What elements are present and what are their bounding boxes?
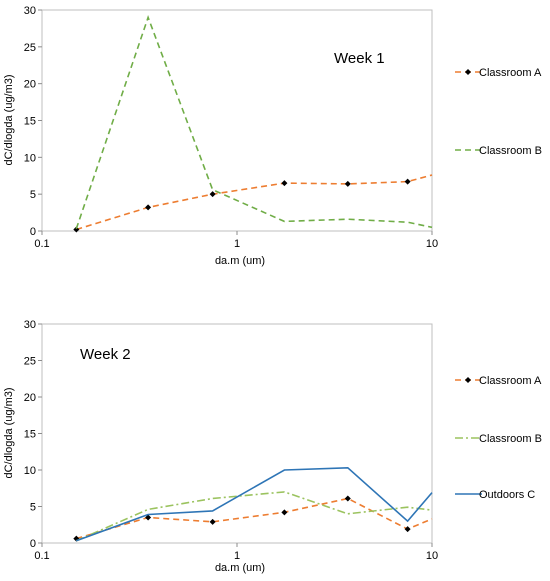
x-tick-label: 10 [426,238,438,250]
series-line [75,491,433,542]
y-tick-label: 15 [24,116,36,128]
data-point-marker [281,509,288,516]
legend-label: Classroom B [479,433,542,445]
data-point-marker [344,180,351,187]
y-tick-label: 5 [30,189,36,201]
y-tick-label: 30 [24,319,36,331]
y-tick-label: 25 [24,42,36,54]
data-point-marker [209,191,216,198]
data-point-marker [73,226,80,233]
x-axis-label: da.m (um) [215,255,265,267]
legend-label: Classroom A [479,67,542,79]
y-tick-label: 20 [24,392,36,404]
y-tick-label: 15 [24,429,36,441]
legend-label: Classroom A [479,375,542,387]
y-tick-label: 20 [24,79,36,91]
legend-label: Classroom B [479,145,542,157]
data-point-marker [209,518,216,525]
y-tick-label: 10 [24,465,36,477]
y-tick-label: 0 [30,538,36,550]
data-point-marker [145,204,152,211]
legend-label: Outdoors C [479,489,535,501]
data-point-marker [344,495,351,502]
x-tick-label: 0.1 [34,550,49,562]
y-tick-label: 0 [30,226,36,238]
week-annotation: Week 1 [334,50,385,67]
x-tick-label: 1 [234,550,240,562]
y-tick-label: 25 [24,356,36,368]
data-point-marker [404,526,411,533]
y-axis-label: dC/dlogda (ug/m3) [3,387,15,478]
y-tick-label: 5 [30,502,36,514]
x-tick-label: 1 [234,238,240,250]
y-tick-label: 30 [24,5,36,17]
x-axis-label: da.m (um) [215,562,265,574]
legend-marker [465,377,471,383]
plot-area-border [41,9,433,232]
series-line [76,466,433,542]
data-point-marker [281,180,288,187]
data-point-marker [404,178,411,185]
x-tick-label: 10 [426,550,438,562]
legend-marker [465,69,471,75]
y-axis-label: dC/dlogda (ug/m3) [3,74,15,165]
week-annotation: Week 2 [80,346,131,363]
x-tick-label: 0.1 [34,238,49,250]
series-line [76,497,433,540]
y-tick-label: 10 [24,152,36,164]
series-line [75,15,433,230]
data-point-marker [145,514,152,521]
